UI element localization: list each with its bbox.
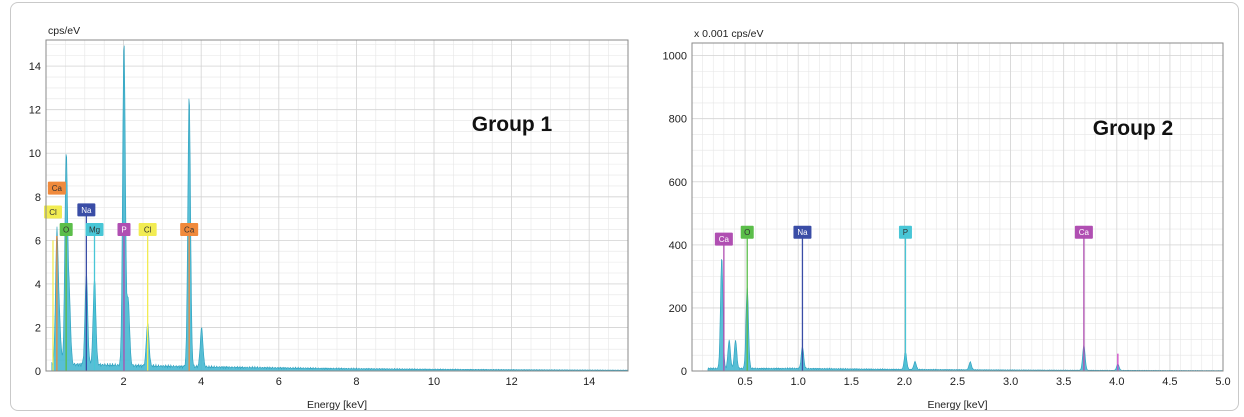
x-tick-label: 3.0 [1003,376,1018,388]
element-label-o: O [63,225,69,234]
element-label-mg: Mg [89,225,100,234]
x-tick-label: 5.0 [1215,376,1230,388]
element-label-p: P [903,228,908,237]
x-tick-label: 2 [121,376,127,388]
element-label-box-p [117,222,131,236]
element-label-box-ca [47,181,66,195]
x-tick-label: 4.0 [1109,376,1124,388]
x-axis-label: Energy [keV] [927,399,987,411]
element-label-cl: Cl [144,225,152,234]
y-axis-label: x 0.001 cps/eV [694,28,763,40]
x-tick-label: 1.5 [844,376,859,388]
x-tick-label: 3.5 [1056,376,1071,388]
element-label-box-o [740,225,754,239]
chart-title: Group 1 [472,113,553,136]
element-label-na: Na [797,228,808,237]
y-tick-label: 0 [681,366,687,378]
element-label-p: P [121,225,126,234]
y-tick-label: 12 [29,105,41,117]
y-tick-label: 1000 [663,51,687,63]
x-tick-label: 6 [276,376,282,388]
y-tick-label: 10 [29,148,41,160]
element-label-box-cl [43,205,62,219]
y-axis-label: cps/eV [48,25,80,37]
element-label-box-cl [138,222,157,236]
y-tick-label: 600 [669,177,687,189]
element-label-ca: Ca [719,235,730,244]
y-tick-label: 2 [35,322,41,334]
element-label-ca: Ca [52,184,63,193]
x-tick-label: 0.5 [737,376,752,388]
element-label-box-p [898,225,912,239]
spectrum-area [707,259,1224,372]
element-label-box-ca [714,232,733,246]
element-label-box-mg [85,222,104,236]
x-tick-label: 10 [428,376,440,388]
chart-group-1: Ca Cl O Na Mg P Cl Ca 2 4 6 8 10 12 14 0 2 4 6 8 10 12 14 Energ… [29,25,629,411]
element-label-box-na [77,203,96,217]
x-tick-label: 8 [353,376,359,388]
x-tick-label: 12 [505,376,517,388]
element-label-box-ca [180,222,199,236]
y-tick-label: 4 [35,279,41,291]
y-tick-label: 800 [669,114,687,126]
element-label-ca: Ca [184,225,195,234]
element-label-cl: Cl [49,208,57,217]
y-tick-label: 0 [35,366,41,378]
x-tick-label: 4.5 [1162,376,1177,388]
y-tick-label: 8 [35,192,41,204]
chart-title: Group 2 [1093,117,1174,140]
element-label-box-o [59,222,73,236]
y-tick-label: 6 [35,235,41,247]
element-label-o: O [744,228,750,237]
x-tick-label: 2.5 [950,376,965,388]
x-tick-label: 2.0 [897,376,912,388]
x-tick-label: 4 [198,376,204,388]
axes-frame [45,39,629,372]
grid [692,43,1224,372]
y-tick-label: 14 [29,61,41,73]
element-label-box-na [793,225,812,239]
element-label-box-ca [1074,225,1093,239]
y-tick-label: 200 [669,303,687,315]
chart-group-2: Ca O Na P Ca 0.5 1.0 1.5 2.0 2.5 3.0 3.5 4.0 4.5 5.0 0 2… [663,28,1231,411]
x-axis-label: Energy [keV] [307,399,367,411]
x-tick-label: 14 [583,376,595,388]
y-tick-label: 400 [669,240,687,252]
element-label-ca: Ca [1079,228,1090,237]
element-label-na: Na [81,206,92,215]
x-tick-label: 1.0 [791,376,806,388]
axes-frame [691,42,1224,372]
